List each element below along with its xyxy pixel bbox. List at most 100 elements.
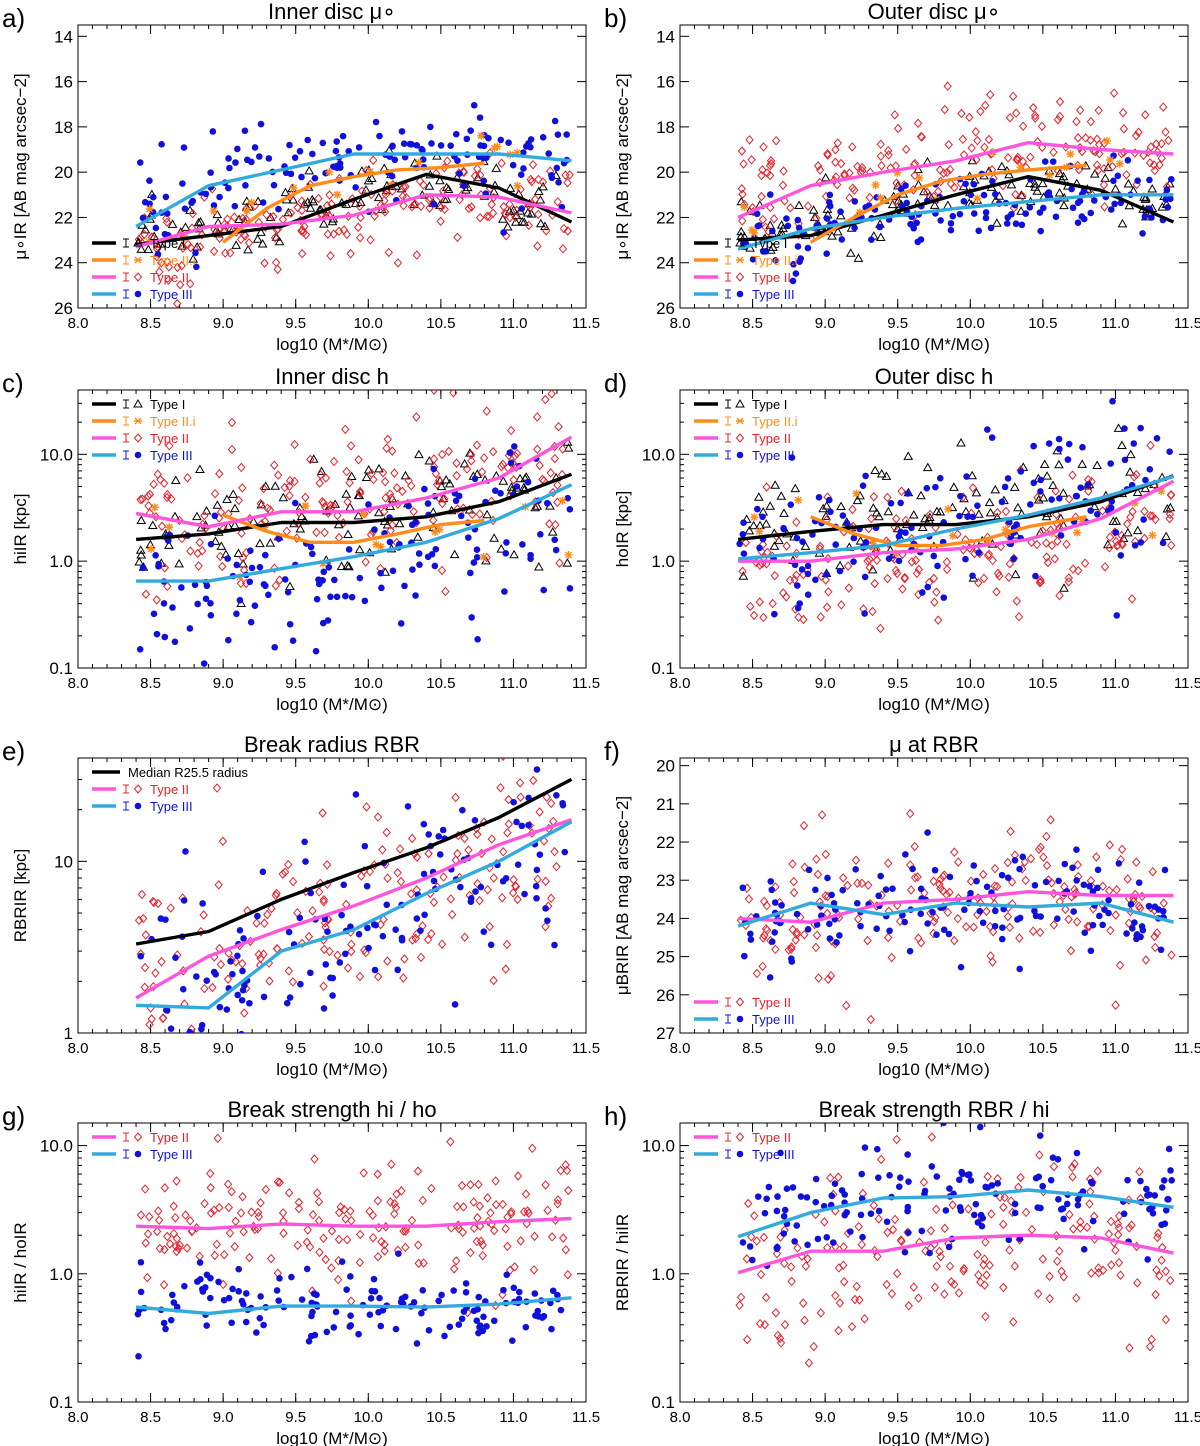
point-typeIII [275,1297,282,1304]
point-typeIII [555,179,562,186]
point-typeII [776,1338,786,1348]
y-tick-label: 20 [656,757,675,776]
point-typeII [759,1232,769,1243]
point-typeII [1008,91,1018,102]
data-layer [736,81,1175,285]
point-typeI [231,240,241,249]
point-typeIIi [247,198,256,207]
point-typeII [981,1237,990,1247]
point-typeIII [1105,896,1112,904]
point-typeIII [1113,612,1121,619]
point-typeIII [199,900,206,907]
point-typeII [979,869,988,880]
point-typeII [1131,889,1140,900]
legend-item-typeIIi: Type II.i [92,253,196,268]
point-typeII [736,1292,746,1302]
point-typeII [1020,857,1029,867]
point-typeII [1123,874,1132,884]
x-tick-label: 9.5 [887,1409,908,1426]
point-typeII [883,1227,892,1238]
point-typeII [444,446,453,457]
point-typeII [946,179,956,189]
point-typeIII [333,164,341,172]
point-typeII [842,1000,851,1011]
point-typeII [1154,1228,1163,1239]
point-typeII [1147,1334,1156,1345]
point-typeII [214,880,223,890]
point-typeII [1159,898,1168,908]
point-typeII [509,475,518,485]
point-typeII [236,578,246,589]
point-typeII [1062,539,1071,550]
point-typeIII [502,550,510,557]
point-typeIII [289,637,297,644]
point-typeIII [518,822,526,830]
point-typeII [1065,1209,1074,1220]
legend-marker [735,1132,745,1142]
point-typeI [511,210,522,220]
point-typeIII [969,513,977,521]
point-typeIII [956,1203,964,1211]
series-line-typeII [135,193,572,249]
point-typeII [824,587,833,597]
point-typeII [478,1240,487,1250]
point-typeII [1061,904,1070,915]
point-typeII [369,155,378,165]
point-typeIII [470,1307,478,1315]
point-typeIIi [740,203,749,212]
point-typeII [1075,105,1085,115]
point-typeII [491,1199,501,1210]
point-typeII [1105,543,1114,553]
point-typeIII [196,1259,204,1266]
point-typeII [780,1319,790,1330]
point-typeIII [256,563,264,571]
point-typeIII [768,938,776,945]
point-typeII [935,1246,944,1257]
point-typeIII [432,545,440,553]
point-typeI [497,214,508,223]
point-typeIII [405,502,412,510]
point-typeII [373,1251,383,1262]
point-typeI [366,173,377,182]
point-typeI [1147,184,1158,193]
point-typeIII [857,922,864,930]
point-typeI [1037,178,1048,188]
point-typeIIi [145,205,154,214]
point-typeII [826,970,836,981]
legend-marker [735,272,745,282]
point-typeII [137,889,147,900]
point-typeII [407,1215,417,1226]
point-typeII [752,968,762,979]
point-typeII [138,494,147,504]
point-typeIII [984,426,991,433]
point-typeII [555,558,564,568]
legend-item-typeII: Type II [694,995,791,1010]
point-typeIII [833,939,840,946]
point-typeIII [363,882,371,890]
point-typeIII [932,483,939,491]
point-typeII [1165,513,1174,524]
point-typeIII [233,561,241,569]
point-typeIII [1055,877,1062,885]
point-typeII [528,159,538,170]
panel-b: b) Outer disc μ∘8.0 8.5 9.0 9.5 10.0 10.5 11.0 1… [604,0,1200,354]
point-typeII [490,1225,499,1236]
point-typeIII [924,920,931,927]
point-typeIII [254,912,261,920]
point-typeIII [769,227,776,235]
legend-label: Type I [150,397,185,412]
point-typeII [565,170,574,180]
point-typeII [1161,127,1170,137]
point-typeII [285,490,294,501]
point-typeIII [457,512,465,520]
point-typeII [408,833,417,844]
legend-label: Type III [752,287,795,302]
point-typeII [206,1168,215,1179]
point-typeII [392,1189,401,1200]
point-typeII [500,758,506,761]
point-typeII [399,200,408,211]
point-typeIII [413,1340,421,1347]
point-typeIII [146,200,153,208]
y-tick-label: 23 [656,871,675,890]
point-typeIII [1016,865,1023,873]
